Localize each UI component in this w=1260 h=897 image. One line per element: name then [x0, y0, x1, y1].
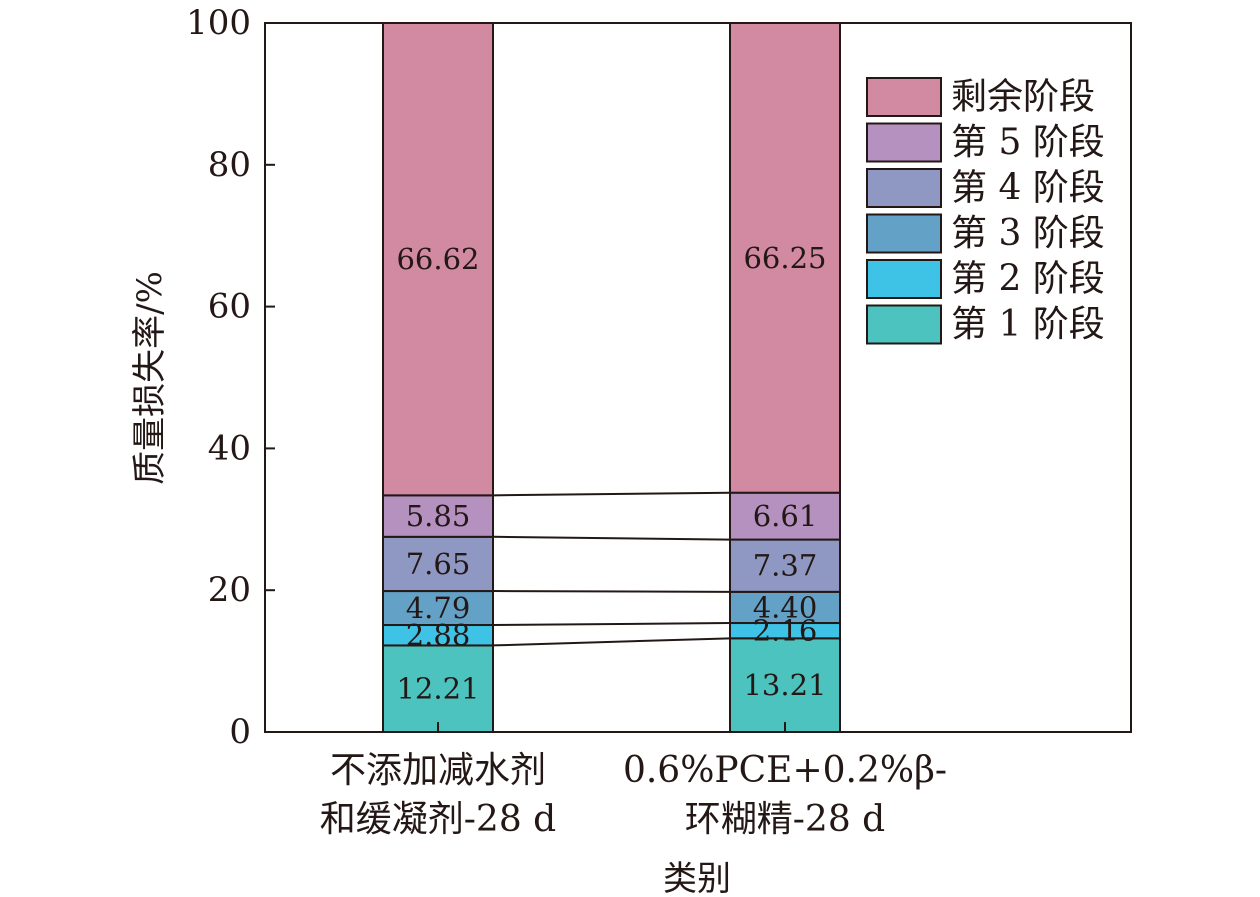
data-label: 2.88: [406, 618, 471, 652]
legend-label: 剩余阶段: [951, 77, 1095, 118]
connector-lines: [492, 491, 731, 647]
legend-swatch: [866, 168, 942, 208]
data-label: 66.25: [743, 241, 826, 275]
legend-label: 第 4 阶段: [951, 168, 1105, 209]
x-axis-title: 类别: [663, 859, 731, 897]
connector-line: [492, 491, 731, 497]
data-label: 66.62: [396, 242, 479, 276]
bar-segment: [729, 590, 841, 625]
x-category-label: 和缓凝剂-28 d: [320, 799, 556, 840]
bar-segment: [729, 22, 841, 494]
legend-swatch: [866, 259, 942, 299]
y-tick-label: 0: [229, 712, 251, 752]
data-label: 5.85: [406, 499, 471, 533]
data-label: 6.61: [753, 499, 818, 533]
y-axis-title: 质量损失率/%: [130, 271, 170, 485]
bars-layer: [382, 22, 841, 734]
legend-label: 第 1 阶段: [951, 304, 1105, 345]
data-label: 7.37: [753, 549, 818, 583]
x-category-label: 环糊精-28 d: [685, 799, 885, 840]
bar-segment: [729, 538, 841, 593]
data-label: 4.40: [753, 590, 818, 624]
bar-segment: [382, 494, 494, 538]
y-tick-label: 100: [186, 3, 251, 43]
y-axis-ticks: 0 20 40 60 80 100: [186, 3, 275, 752]
connector-line: [492, 590, 731, 593]
y-tick-label: 20: [208, 570, 251, 610]
legend-swatch: [866, 122, 942, 163]
connector-line: [492, 535, 731, 541]
x-axis-ticks: [437, 722, 786, 732]
connector-line: [492, 637, 731, 647]
data-label: 2.16: [753, 614, 818, 648]
y-tick-label: 40: [208, 428, 251, 468]
legend-swatch: [866, 304, 942, 345]
bar-segment: [382, 644, 494, 733]
connector-line: [492, 622, 731, 627]
legend-label: 第 5 阶段: [951, 122, 1105, 163]
legend-label: 第 2 阶段: [951, 259, 1105, 300]
data-label: 12.21: [396, 672, 479, 706]
x-category-label: 0.6%PCE+0.2%β-: [623, 750, 947, 791]
legend-swatch: [866, 77, 942, 117]
y-tick-label: 80: [208, 145, 251, 185]
legend-label: 第 3 阶段: [951, 213, 1105, 254]
x-category-label: 不添加减水剂: [330, 750, 546, 791]
data-label: 13.21: [743, 668, 826, 702]
bar-segment: [382, 22, 494, 497]
y-tick-label: 60: [208, 287, 251, 327]
data-label: 4.79: [406, 591, 471, 625]
data-labels: 12.21 2.884.79 7.65 5.85 66.62 13.21 2.164.40 7…: [396, 241, 826, 706]
plot-frame: [264, 22, 1132, 733]
data-label: 7.65: [406, 547, 471, 581]
bar-segment: [382, 535, 494, 593]
legend-swatch: [866, 213, 942, 254]
